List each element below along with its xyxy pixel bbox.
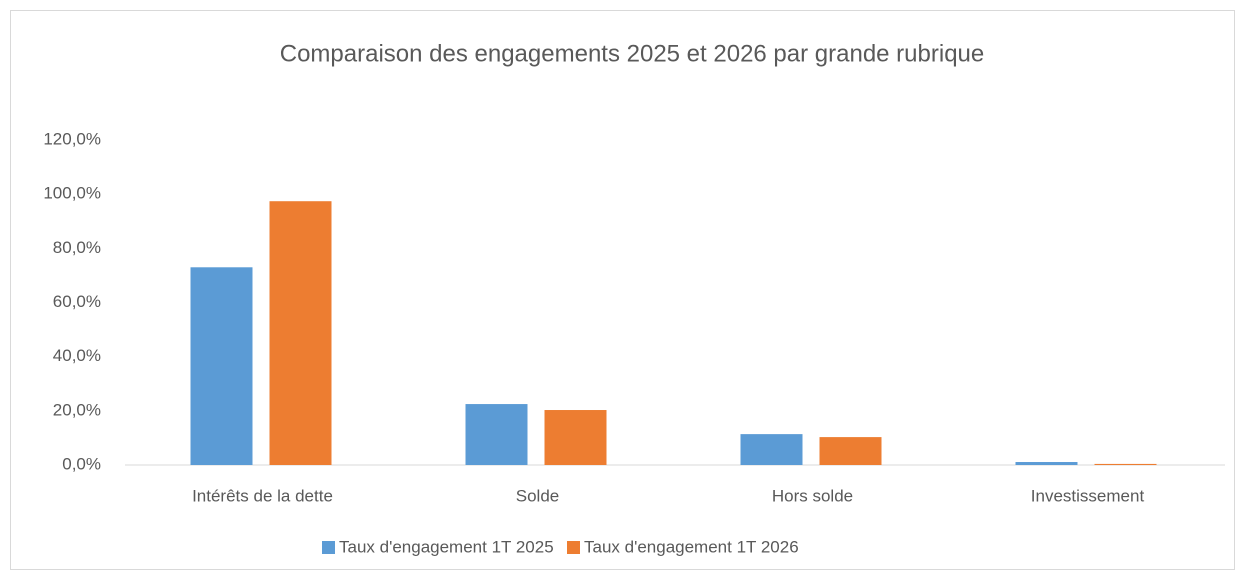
bar [269,201,332,466]
y-tick-label: 100,0% [43,184,101,203]
legend-swatch [567,541,580,554]
y-tick-label: 20,0% [53,400,101,419]
bar [1094,463,1157,465]
y-tick-label: 80,0% [53,238,101,257]
y-tick-label: 60,0% [53,292,101,311]
y-tick-label: 40,0% [53,346,101,365]
y-tick-label: 120,0% [43,129,101,148]
bar [819,437,882,465]
x-tick-label: Investissement [1031,486,1145,505]
bar [1015,462,1078,465]
bar [465,404,528,465]
legend-label: Taux d'engagement 1T 2025 [339,537,554,556]
chart-title: Comparaison des engagements 2025 et 2026… [280,40,984,67]
x-tick-label: Solde [516,486,559,505]
x-tick-label: Hors solde [772,486,853,505]
bar [544,410,607,465]
y-tick-label: 0,0% [62,454,101,473]
x-tick-label: Intérêts de la dette [192,486,333,505]
legend-label: Taux d'engagement 1T 2026 [584,537,799,556]
bar [740,434,803,465]
legend-swatch [322,541,335,554]
bar [190,267,253,465]
